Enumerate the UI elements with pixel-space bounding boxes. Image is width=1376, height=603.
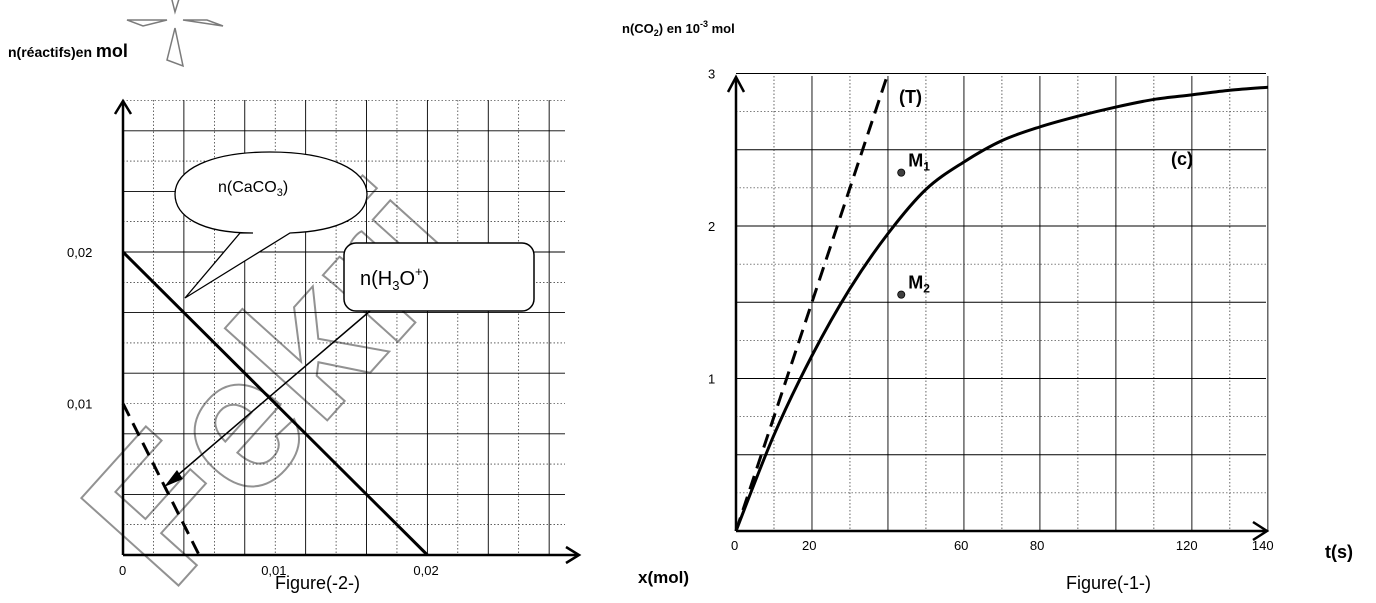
figure-2-axes [113,98,582,565]
series-line-0 [121,250,429,557]
point-label-m2: M2 [908,273,930,296]
figure-1-series [734,73,1268,532]
logo-petal [182,19,224,27]
logo-petal [171,0,180,15]
figure-2-series [121,250,429,557]
x-tick-label: 120 [1176,538,1198,553]
x-axis-arrow-icon [1252,520,1270,542]
x-tick-label: 20 [802,538,816,553]
x-tick-label: 60 [954,538,968,553]
figure-1-axes [726,74,1270,542]
logo-petal [166,27,185,68]
curve-label: (c) [1171,149,1193,169]
figure-1-chart: 0 20 60 80 120 140 1 2 3 M1 M2 n(CO2) en 10-3 mol… [622,19,1353,593]
logo-petal [126,19,168,27]
figure-1-points: M1 M2 [897,151,930,299]
figure-1-caption: Figure(-1-) [1066,573,1151,593]
y-tick-label: 0,02 [67,245,92,260]
asterisk-logo-icon [126,0,224,68]
point-m2 [897,290,906,299]
curve-c [734,85,1268,532]
x-tick-label: 80 [1030,538,1044,553]
speech-bubble-shape [174,151,368,299]
y-tick-label: 3 [708,67,715,82]
x-tick-label: 0 [731,538,738,553]
figure-1-xlabel: t(s) [1325,542,1353,562]
figure-1-grid [736,73,1269,531]
x-tick-label: 140 [1252,538,1274,553]
figure-2-xlabel: x(mol) [638,568,689,587]
figure-2-chart: 0 0,01 0,020,010,02 n(CaCO3) n(H3O+) n(réa… [8,41,689,593]
x-axis-arrow-icon [565,545,582,565]
annotation-arrow [171,310,371,481]
y-axis-arrow-icon [726,74,746,93]
annotation-caco3: n(CaCO3) [218,179,288,199]
figure-2-tick-labels: 0 0,01 0,02 0,01 0,02 [67,245,439,578]
tangent-label: (T) [899,87,922,107]
y-tick-label: 0,01 [67,397,92,412]
x-tick-label: 0,02 [413,563,438,578]
arrow-head-icon [164,470,183,487]
figure-1-tick-labels: 0 20 60 80 120 140 1 2 3 [708,67,1274,554]
series-line-1 [121,402,201,556]
point-label-m1: M1 [908,151,930,174]
annotation-box-shape [343,242,535,312]
y-axis-arrow-icon [113,98,133,115]
x-tick-label: 0,01 [261,563,286,578]
figure-2-caption: Figure(-2-) [275,573,360,593]
y-tick-label: 2 [708,219,715,234]
point-m1 [897,168,906,177]
y-tick-label: 1 [708,372,715,387]
figure-2-ylabel: n(réactifs)en mol [8,41,128,61]
figure-1-ylabel: n(CO2) en 10-3 mol [622,19,735,38]
tangent-t [734,73,890,532]
x-tick-label: 0 [119,563,126,578]
